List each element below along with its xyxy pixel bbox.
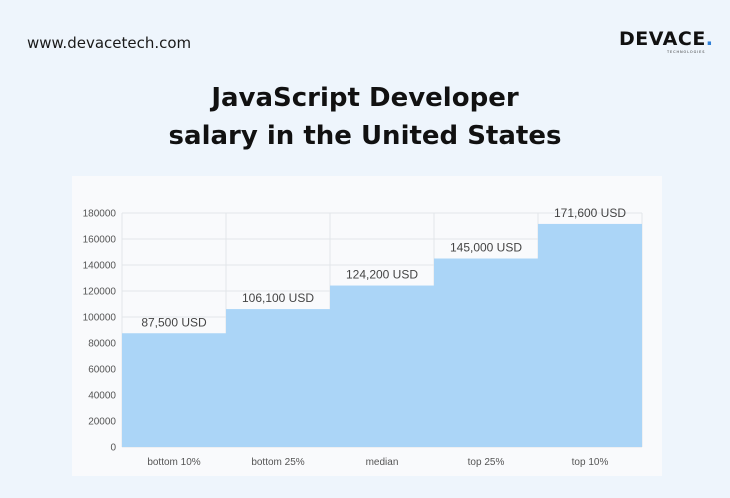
x-tick-label: top 25% bbox=[468, 457, 505, 468]
x-tick-label: top 10% bbox=[572, 457, 609, 468]
bar-value-label: 106,100 USD bbox=[242, 291, 314, 305]
devace-logo: DEVACE. TECHNOLOGIES bbox=[619, 28, 713, 59]
x-tick-label: bottom 25% bbox=[251, 457, 304, 468]
y-tick-label: 140000 bbox=[83, 261, 117, 272]
bar-value-label: 145,000 USD bbox=[450, 241, 522, 255]
bar-4 bbox=[434, 258, 538, 447]
logo-text: DEVACE bbox=[619, 28, 706, 50]
y-tick-label: 20000 bbox=[88, 417, 116, 428]
chart-panel: 0 20000 40000 60000 80000 100000 120000 140000 1… bbox=[72, 176, 662, 476]
logo-wordmark: DEVACE. bbox=[619, 28, 713, 50]
bar-1 bbox=[122, 333, 226, 447]
bar-2 bbox=[226, 309, 330, 447]
site-url: www.devacetech.com bbox=[27, 34, 192, 52]
bar-5 bbox=[538, 223, 642, 447]
y-tick-label: 80000 bbox=[88, 339, 116, 350]
y-tick-label: 180000 bbox=[83, 209, 117, 220]
y-tick-label: 160000 bbox=[83, 235, 117, 246]
page-title-line-2: salary in the United States bbox=[168, 121, 562, 151]
logo-subtext: TECHNOLOGIES bbox=[667, 50, 706, 54]
logo-dot: . bbox=[705, 28, 714, 50]
y-tick-label: 60000 bbox=[88, 365, 116, 376]
salary-bar-chart: 0 20000 40000 60000 80000 100000 120000 140000 1… bbox=[83, 206, 643, 468]
x-tick-label: median bbox=[366, 457, 399, 468]
y-tick-label: 120000 bbox=[83, 287, 117, 298]
bar-value-label: 171,600 USD bbox=[554, 206, 626, 220]
bar-3 bbox=[330, 285, 434, 447]
x-tick-label: bottom 10% bbox=[147, 457, 200, 468]
y-tick-label: 40000 bbox=[88, 391, 116, 402]
bar-value-label: 124,200 USD bbox=[346, 268, 418, 282]
page-title-line-1: JavaScript Developer bbox=[211, 83, 519, 113]
y-tick-label: 100000 bbox=[83, 313, 117, 324]
bar-value-label: 87,500 USD bbox=[141, 315, 207, 329]
y-tick-label: 0 bbox=[110, 443, 116, 454]
